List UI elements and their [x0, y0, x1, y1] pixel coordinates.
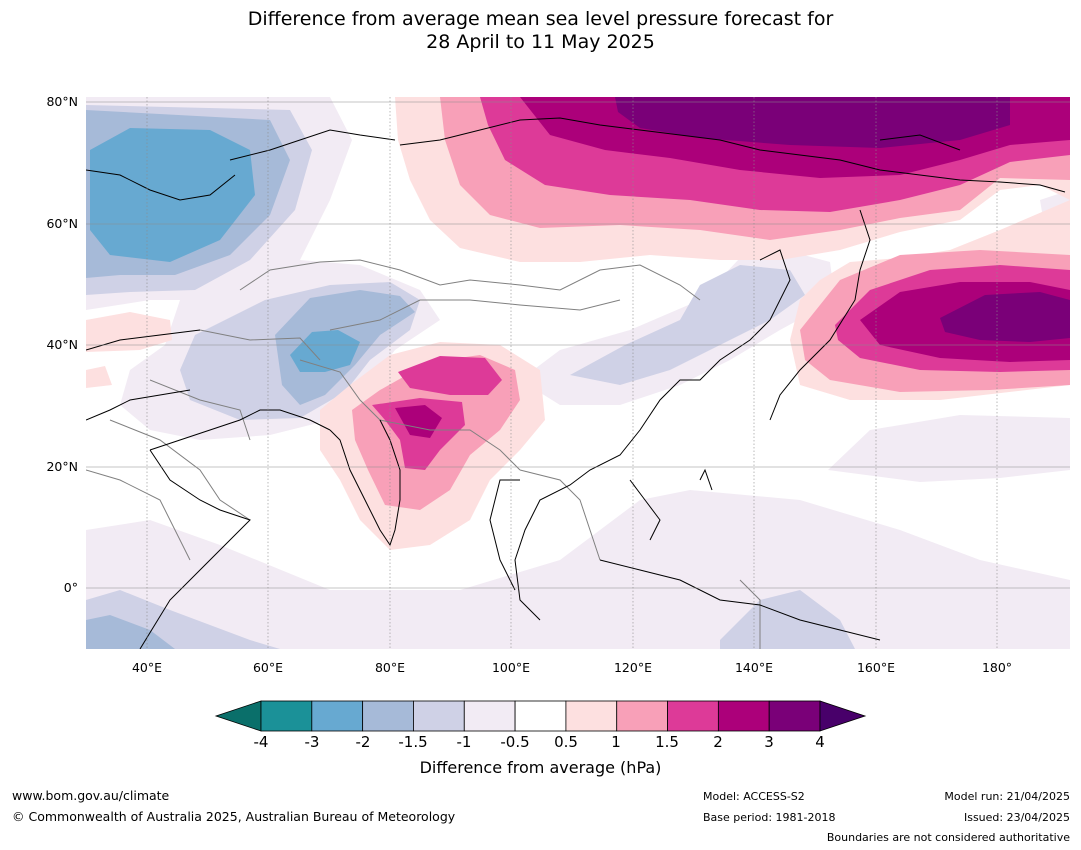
lon-label-80e: 80°E [374, 660, 406, 675]
colorbar-bin [514, 700, 567, 732]
colorbar-tick: -3 [304, 733, 320, 751]
lat-label-40n: 40°N [46, 337, 78, 352]
coastlines [86, 117, 1066, 649]
colorbar-bins [260, 700, 821, 732]
lat-label-60n: 60°N [46, 216, 78, 231]
colorbar-tick: -2 [355, 733, 371, 751]
lat-label-20n: 20°N [46, 459, 78, 474]
lon-label-140e: 140°E [734, 660, 773, 675]
colorbar-bin [717, 700, 770, 732]
colorbar-label: Difference from average (hPa) [419, 758, 662, 777]
colorbar-tick: 1 [611, 733, 621, 751]
colorbar-bin [311, 700, 364, 732]
boundaries-note: Boundaries are not considered authoritat… [826, 831, 1070, 844]
model-run-text: Model run: 21/04/2025 [944, 790, 1070, 803]
colorbar-bin [768, 700, 821, 732]
negative-anomaly-fields [86, 97, 1070, 649]
lon-label-180: 180° [981, 660, 1013, 675]
colorbar-bin [463, 700, 516, 732]
map-panel [86, 97, 1070, 649]
country-boundaries [86, 259, 761, 649]
colorbar-bin [413, 700, 465, 732]
colorbar-max-extend [819, 700, 867, 732]
colorbar-tick: 2 [713, 733, 723, 751]
colorbar-tick: -1 [456, 733, 472, 751]
lon-label-120e: 120°E [613, 660, 652, 675]
colorbar-bin [362, 700, 414, 732]
colorbar-tick: -1.5 [398, 733, 428, 751]
website-link[interactable]: www.bom.gov.au/climate [12, 788, 170, 803]
colorbar-bin [565, 700, 618, 732]
lon-label-60e: 60°E [252, 660, 284, 675]
colorbar-bin [667, 700, 719, 732]
lon-label-160e: 160°E [856, 660, 895, 675]
issued-text: Issued: 23/04/2025 [963, 811, 1070, 824]
lon-label-40e: 40°E [131, 660, 163, 675]
lon-label-100e: 100°E [491, 660, 530, 675]
title-line-1: Difference from average mean sea level p… [247, 8, 834, 30]
colorbar-tick: 4 [815, 733, 825, 751]
colorbar-tick: -0.5 [500, 733, 530, 751]
lat-label-0: 0° [63, 580, 78, 595]
colorbar-bin [616, 700, 668, 732]
model-text: Model: ACCESS-S2 [703, 790, 805, 803]
colorbar-tick: 0.5 [554, 733, 578, 751]
colorbar-tick: 3 [764, 733, 774, 751]
base-period-text: Base period: 1981-2018 [703, 811, 836, 824]
graticule [86, 97, 1070, 649]
colorbar-tick: 1.5 [655, 733, 679, 751]
colorbar-min-extend [214, 700, 262, 732]
lat-label-80n: 80°N [46, 94, 78, 109]
colorbar-bin [260, 700, 313, 732]
title-line-2: 28 April to 11 May 2025 [426, 31, 655, 53]
map-title: Difference from average mean sea level p… [0, 8, 1081, 54]
copyright-text: © Commonwealth of Australia 2025, Austra… [12, 809, 456, 824]
colorbar-tick: -4 [253, 733, 269, 751]
